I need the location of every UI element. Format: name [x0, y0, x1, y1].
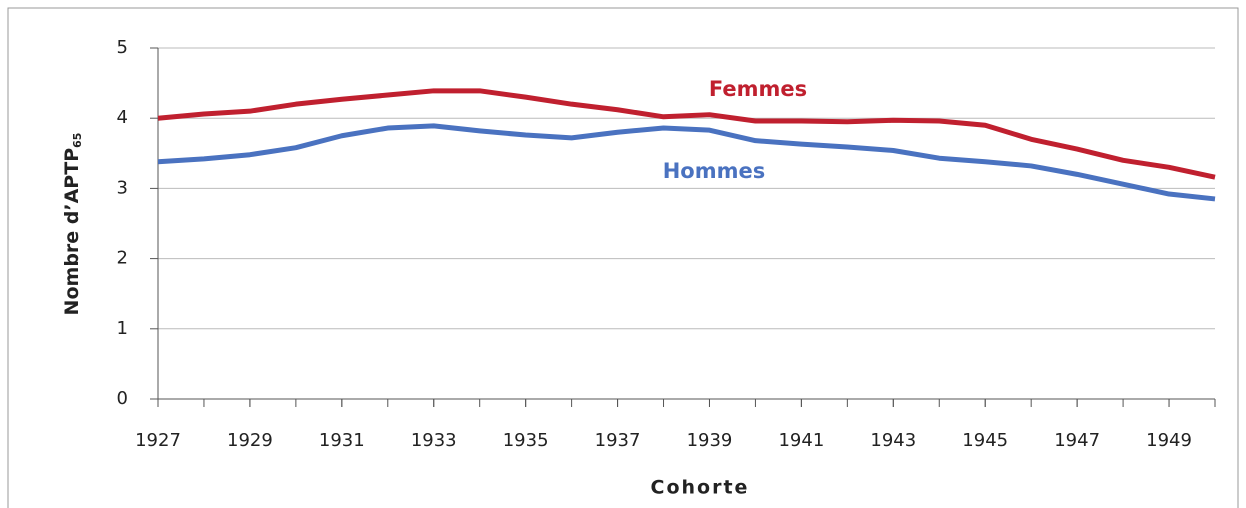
line-series	[157, 123, 1216, 202]
x-tick-label: 1935	[503, 430, 549, 451]
y-tick-label: 0	[117, 388, 128, 409]
y-axis-label: Nombre d’APTP65	[61, 133, 85, 316]
series-label: Femmes	[709, 77, 807, 101]
x-tick-label: 1937	[595, 430, 641, 451]
y-tick-label: 4	[117, 107, 128, 128]
frame	[7, 7, 1239, 508]
y-axis-label-text: Nombre d’APTP	[61, 148, 83, 316]
x-tick-label: 1947	[1054, 430, 1100, 451]
line-series	[157, 88, 1216, 180]
y-tick-label: 1	[117, 318, 128, 339]
x-tick-label: 1949	[1146, 430, 1192, 451]
x-tick-label: 1941	[778, 430, 824, 451]
y-tick-label: 3	[117, 177, 128, 198]
x-axis-label: Cohorte	[651, 477, 750, 499]
y-tick-label: 2	[117, 248, 128, 269]
series-label: Hommes	[663, 159, 766, 183]
x-tick-label: 1939	[687, 430, 733, 451]
x-tick-label: 1931	[319, 430, 365, 451]
x-tick-label: 1933	[411, 430, 457, 451]
x-tick-label: 1945	[962, 430, 1008, 451]
x-tick-label: 1943	[870, 430, 916, 451]
y-tick-label: 5	[117, 37, 128, 58]
y-axis-label-subscript: 65	[71, 133, 84, 148]
x-tick-label: 1929	[227, 430, 273, 451]
x-tick-label: 1927	[135, 430, 181, 451]
